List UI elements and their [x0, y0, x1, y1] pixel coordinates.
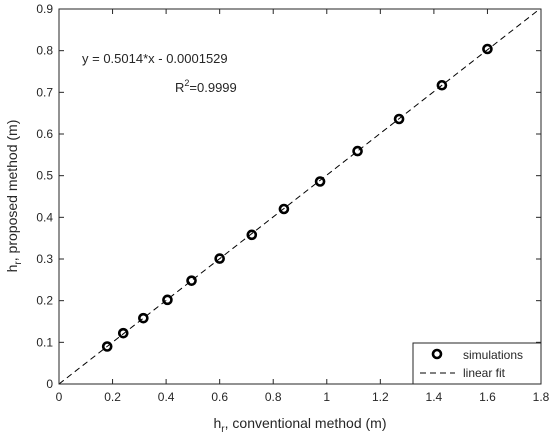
y-tick-label: 0.1	[36, 335, 53, 349]
x-tick-label: 1	[323, 390, 330, 404]
legend: simulations linear fit	[412, 342, 542, 385]
x-tick-label: 0.8	[265, 390, 282, 404]
simulation-point	[436, 79, 448, 91]
y-axis-ticks: 0 0.1 0.2 0.3 0.4 0.5 0.6 0.7 0.8 0.9	[36, 2, 541, 391]
y-axis-label: hr, proposed method (m)	[4, 120, 24, 273]
simulation-point	[101, 341, 113, 352]
simulation-point	[117, 327, 129, 339]
y-tick-label: 0.3	[36, 252, 53, 266]
simulation-point	[393, 113, 405, 125]
simulation-point	[138, 312, 149, 324]
y-tick-label: 0.8	[36, 44, 53, 58]
simulation-point	[314, 176, 326, 187]
x-tick-label: 0.6	[211, 390, 228, 404]
legend-marker-simulations	[431, 348, 443, 360]
simulation-point	[352, 145, 363, 157]
y-tick-label: 0.7	[36, 85, 53, 99]
x-tick-label: 1.8	[533, 390, 550, 404]
legend-label-simulations: simulations	[463, 348, 523, 362]
simulation-point	[278, 203, 290, 215]
x-axis-label: hr, conventional method (m)	[214, 415, 387, 435]
y-tick-label: 0.6	[36, 127, 53, 141]
fit-layer	[58, 8, 541, 385]
y-tick-label: 0	[46, 377, 53, 391]
equation-annotation: y = 0.5014*x - 0.0001529	[82, 51, 228, 66]
simulation-point	[246, 229, 258, 241]
simulation-point	[482, 43, 493, 55]
x-tick-label: 1.2	[372, 390, 389, 404]
simulation-point	[162, 294, 173, 306]
x-tick-label: 0.2	[104, 390, 121, 404]
y-tick-label: 0.9	[36, 2, 53, 16]
y-tick-label: 0.4	[36, 210, 53, 224]
points-layer	[101, 43, 493, 352]
x-tick-label: 1.6	[479, 390, 496, 404]
linear-fit-line	[58, 8, 541, 385]
x-tick-label: 0.4	[158, 390, 175, 404]
r-squared-annotation: R2=0.9999	[175, 78, 237, 95]
x-tick-label: 0	[56, 390, 63, 404]
x-tick-label: 1.4	[426, 390, 443, 404]
y-tick-label: 0.5	[36, 169, 53, 183]
legend-label-linear-fit: linear fit	[463, 366, 506, 380]
simulation-point	[214, 253, 225, 264]
simulation-point	[186, 275, 197, 286]
y-tick-label: 0.2	[36, 294, 53, 308]
plot-frame	[58, 8, 542, 385]
x-axis-ticks: 0 0.2 0.4 0.6 0.8 1 1.2 1.4 1.6 1.8	[56, 9, 550, 404]
